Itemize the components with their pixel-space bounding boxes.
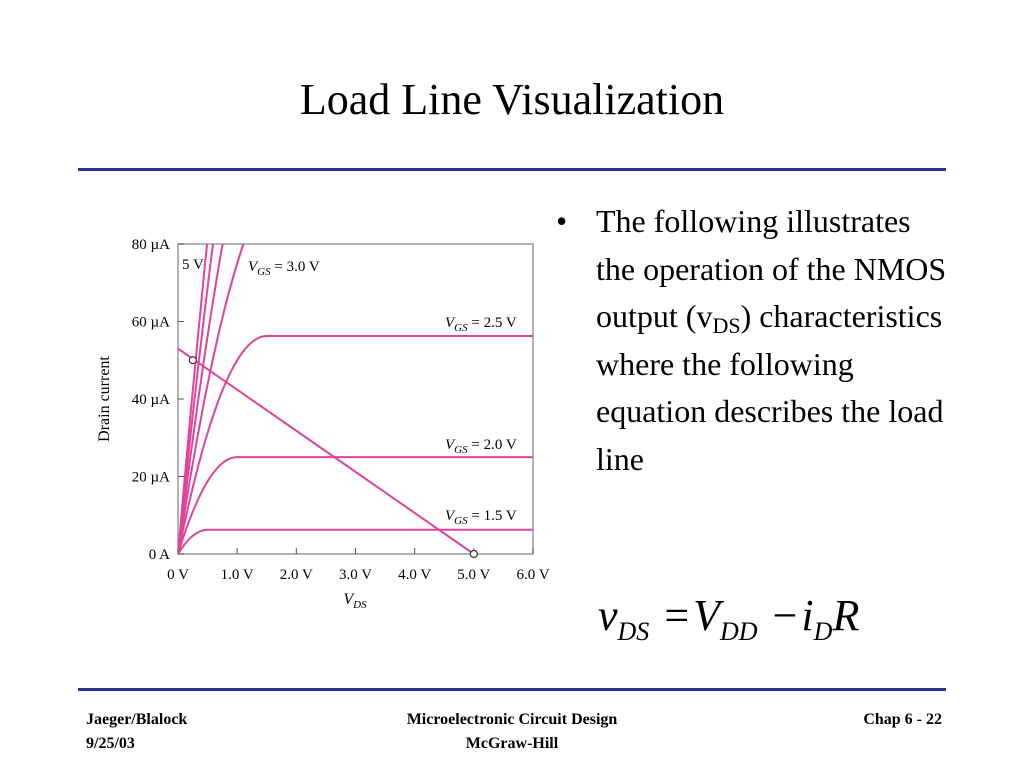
x-tick-label: 1.0 V [221,567,254,583]
y-tick-label: 20 µA [132,470,170,486]
bullet-text: The following illustrates the operation … [596,203,947,477]
curve-label-partial: 5 V [182,257,204,273]
output-characteristic-curve [178,528,533,554]
chart-svg: 0 V 1.0 V 2.0 V 3.0 V 4.0 V 5.0 V 6.0 V 0 A 20 µ… [96,237,550,611]
x-tick-label: 5.0 V [457,567,490,583]
plot-frame [177,243,534,555]
operating-point [469,549,478,559]
y-tick-label: 80 µA [132,237,170,253]
load-line-chart: 0 V 1.0 V 2.0 V 3.0 V 4.0 V 5.0 V 6.0 V 0 A 20 µ… [90,232,560,622]
top-divider [78,168,946,171]
load-line [177,347,475,555]
y-tick-label: 60 µA [132,315,170,331]
footer-book: Microelectronic Circuit Design McGraw-Hi… [312,708,712,756]
y-tick-label: 0 A [149,547,170,563]
footer-page: Chap 6 - 22 [863,711,942,728]
footer-author-names: Jaeger/Blalock [86,711,188,728]
x-tick-label: 3.0 V [339,567,372,583]
footer-authors: Jaeger/Blalock 9/25/03 [86,708,187,756]
x-tick-label: 2.0 V [280,567,313,583]
x-tick-label: 6.0 V [516,567,549,583]
load-line-equation: vDS =VDD −iDR [598,591,860,646]
x-tick-label: 4.0 V [398,567,431,583]
y-axis-label: Drain current [96,356,113,442]
bullet-symbol: • [556,203,568,239]
curve-label-vgs: VGS = 2.5 V [445,315,517,334]
footer-book-title: Microelectronic Circuit Design [406,711,618,728]
y-tick-label: 40 µA [132,392,170,408]
slide-title: Load Line Visualization [299,75,725,124]
bottom-divider [78,688,946,691]
footer-publisher: McGraw-Hill [465,735,559,752]
output-characteristic-curve [178,456,533,554]
x-axis-label: VDS [343,591,367,611]
output-characteristic-curve [178,335,533,554]
x-tick-label: 0 V [167,567,189,583]
output-characteristic-curve [178,244,245,554]
operating-point [188,356,197,365]
curve-label-vgs: VGS = 3.0 V [248,259,320,278]
curve-label-vgs: VGS = 1.5 V [445,508,517,527]
footer-date: 9/25/03 [86,735,135,752]
curve-label-vgs: VGS = 2.0 V [445,437,517,456]
